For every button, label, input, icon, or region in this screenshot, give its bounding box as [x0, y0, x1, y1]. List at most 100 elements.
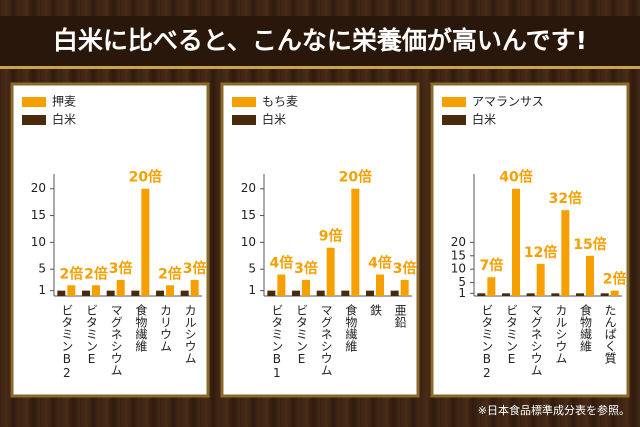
- y-tick-label: 1: [458, 286, 466, 300]
- y-tick-label: 1: [248, 283, 256, 297]
- legend-label: 白米: [262, 112, 286, 127]
- bar: [502, 293, 510, 296]
- y-tick-label: 10: [31, 235, 46, 249]
- footnote: ※日本食品標準成分表を参照。: [478, 403, 630, 417]
- bar: [302, 279, 310, 296]
- bar: [277, 274, 286, 296]
- bar: [400, 279, 409, 296]
- x-tick-label: たんぱく質: [603, 304, 617, 365]
- value-label: 20倍: [339, 169, 372, 186]
- value-label: 2倍: [603, 271, 627, 288]
- x-tick-label: 食物繊維: [344, 303, 358, 352]
- value-label: 12倍: [524, 244, 557, 261]
- bar: [610, 290, 619, 296]
- y-tick-label: 20: [451, 235, 466, 249]
- legend-label: 白米: [472, 112, 496, 127]
- bar: [67, 285, 76, 296]
- bar: [376, 274, 384, 296]
- value-label: 3倍: [183, 260, 207, 277]
- value-label: 3倍: [294, 260, 318, 277]
- value-label: 9倍: [319, 228, 343, 245]
- y-tick-label: 15: [241, 208, 256, 222]
- bar: [166, 285, 174, 296]
- value-label: 2倍: [158, 265, 182, 282]
- x-tick-label: ビタミンB2: [60, 304, 74, 380]
- y-tick-label: 10: [451, 262, 466, 276]
- value-label: 40倍: [499, 169, 532, 186]
- bar: [57, 290, 66, 296]
- bar: [316, 290, 325, 296]
- title-band: [0, 16, 640, 66]
- value-label: 3倍: [393, 260, 417, 277]
- y-tick-label: 5: [458, 275, 466, 289]
- bar: [341, 290, 350, 296]
- bar: [487, 277, 496, 296]
- y-tick-label: 10: [241, 235, 256, 249]
- panel: [10, 82, 210, 398]
- bar: [477, 293, 486, 296]
- bar: [526, 293, 535, 296]
- value-label: 20倍: [129, 169, 162, 186]
- bar: [390, 290, 399, 296]
- page-title: 白米に比べると、こんなに栄養価が高いんです!: [53, 26, 587, 55]
- bar: [116, 279, 125, 296]
- legend-swatch: [442, 97, 466, 107]
- bar: [600, 293, 609, 296]
- x-tick-label: マグネシウム: [529, 304, 543, 376]
- bar: [536, 263, 545, 296]
- title-rule: [0, 66, 640, 69]
- value-label: 32倍: [549, 190, 582, 207]
- x-tick-label: 亜鉛: [393, 304, 407, 328]
- value-label: 2倍: [84, 265, 108, 282]
- x-tick-label: ビタミンB2: [480, 304, 494, 380]
- bar: [82, 290, 90, 296]
- bar: [190, 279, 199, 296]
- legend-label: 白米: [52, 112, 76, 127]
- bar: [106, 290, 115, 296]
- bar: [561, 210, 570, 296]
- value-label: 7倍: [479, 257, 503, 274]
- legend-label: 押麦: [52, 95, 76, 109]
- x-tick-label: マグネシウム: [319, 304, 333, 376]
- bar: [326, 247, 335, 296]
- bar: [292, 290, 300, 296]
- x-tick-label: 鉄: [369, 303, 383, 316]
- value-label: 3倍: [109, 260, 133, 277]
- x-tick-label: マグネシウム: [109, 304, 123, 376]
- value-label: 4倍: [269, 255, 293, 272]
- y-tick-label: 20: [241, 181, 256, 195]
- bar: [156, 290, 164, 296]
- x-tick-label: ビタミンB1: [270, 304, 284, 380]
- y-tick-label: 15: [31, 208, 46, 222]
- x-tick-label: カルシウム: [183, 304, 197, 364]
- value-label: 4倍: [368, 255, 392, 272]
- y-tick-label: 5: [38, 262, 46, 276]
- legend-label: アマランサス: [472, 95, 544, 109]
- bar: [267, 290, 276, 296]
- bar: [512, 188, 520, 296]
- value-label: 15倍: [573, 236, 606, 253]
- bar: [92, 285, 100, 296]
- y-tick-label: 15: [451, 248, 466, 262]
- x-tick-label: ビタミンE: [295, 304, 309, 366]
- legend-swatch: [232, 97, 256, 107]
- x-tick-label: 食物繊維: [579, 303, 593, 352]
- x-tick-label: カルシウム: [554, 304, 568, 364]
- y-tick-label: 5: [248, 262, 256, 276]
- y-tick-label: 20: [31, 181, 46, 195]
- legend-label: もち麦: [262, 95, 298, 109]
- x-tick-label: 食物繊維: [134, 303, 148, 352]
- bar: [551, 293, 560, 296]
- x-tick-label: カリウム: [159, 304, 173, 352]
- bar: [586, 255, 594, 296]
- legend-swatch: [22, 97, 46, 107]
- x-tick-label: ビタミンE: [505, 304, 519, 366]
- value-label: 2倍: [59, 265, 83, 282]
- bar: [131, 290, 140, 296]
- panel: [220, 82, 420, 398]
- x-tick-label: ビタミンE: [85, 304, 99, 366]
- bar: [141, 188, 150, 296]
- bar: [180, 290, 189, 296]
- legend-swatch: [22, 115, 46, 125]
